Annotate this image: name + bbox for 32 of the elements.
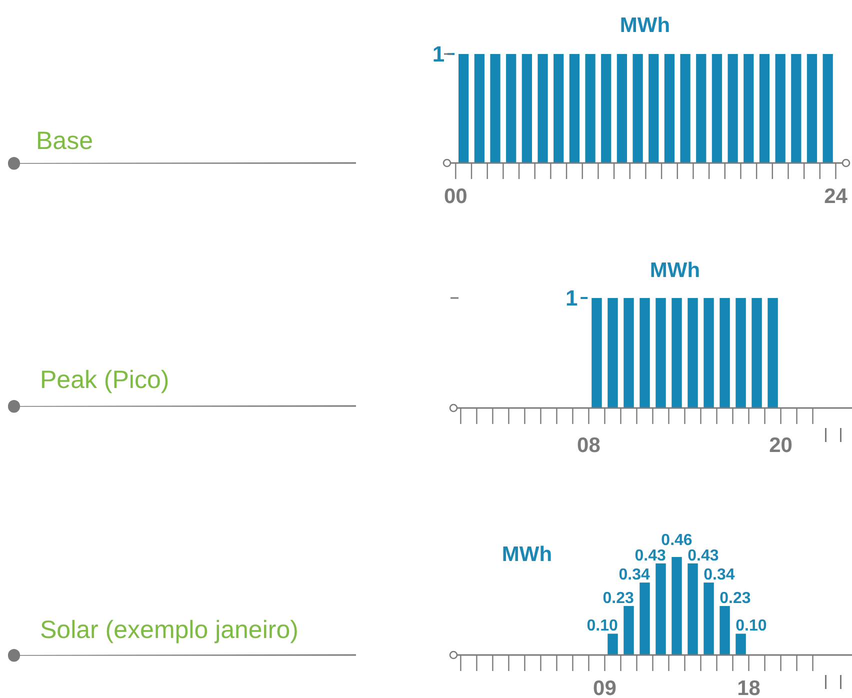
x-tick-label: 08 — [577, 434, 601, 457]
y-axis-title: MWh — [650, 259, 700, 282]
data-label: 0.23 — [602, 590, 634, 607]
x-tick-label: 24 — [824, 185, 848, 208]
x-tick-label: 09 — [593, 677, 616, 698]
data-label: 0.46 — [661, 532, 692, 549]
x-tick-label: 18 — [737, 677, 761, 698]
data-label: 0.23 — [720, 590, 751, 607]
data-label: 0.10 — [586, 618, 618, 635]
bar — [656, 563, 666, 655]
y-axis-title: MWh — [502, 543, 552, 566]
bar — [672, 557, 682, 655]
bar — [688, 563, 698, 655]
bar — [704, 582, 714, 655]
data-label: 0.34 — [704, 566, 735, 584]
y-axis-title: MWh — [620, 14, 670, 37]
text: Peak (Pico) — [40, 366, 170, 394]
bar — [640, 582, 650, 655]
data-label: 0.43 — [634, 547, 666, 564]
x-tick-label: 20 — [769, 434, 792, 457]
bar — [720, 606, 730, 655]
bar — [736, 634, 746, 655]
data-label: 0.43 — [688, 547, 719, 564]
x-tick-label: 00 — [444, 185, 468, 208]
data-label: 0.10 — [736, 618, 767, 635]
data-label: 0.34 — [618, 566, 650, 584]
bar — [624, 606, 634, 655]
y-tick-label: 1 — [565, 286, 578, 311]
text: Base — [36, 127, 93, 155]
bar — [608, 634, 618, 655]
text: Solar (exemplo janeiro) — [40, 616, 298, 644]
y-tick-label: 1 — [432, 42, 445, 67]
